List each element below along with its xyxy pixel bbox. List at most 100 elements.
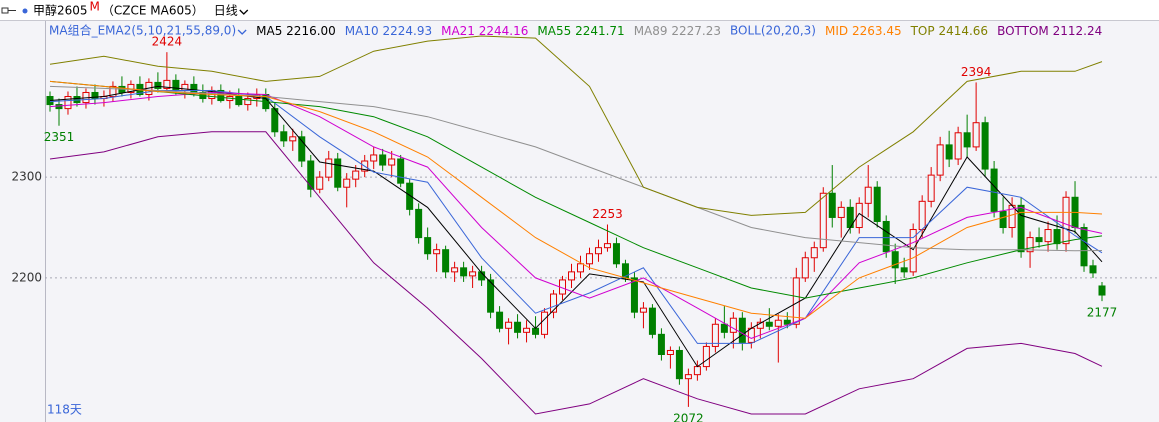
- candle-body: [1035, 237, 1043, 243]
- candle-body: [864, 186, 872, 204]
- candle-body: [1053, 229, 1061, 245]
- candle-body: [900, 267, 908, 273]
- candle-body: [1026, 237, 1034, 253]
- candle-body: [603, 243, 611, 249]
- header-name: 甲醇2605: [33, 3, 88, 18]
- candle-body: [936, 144, 944, 176]
- candle-body: [711, 323, 719, 347]
- candle-body: [990, 168, 998, 212]
- legend-entry: MA21 2244.16: [441, 24, 528, 38]
- candle-body: [289, 136, 297, 142]
- candle-body: [720, 323, 728, 333]
- candles: [46, 52, 1106, 407]
- candle-body: [1017, 204, 1025, 253]
- candle-body: [217, 89, 225, 102]
- legend-value: 2224.93: [382, 24, 432, 38]
- candle-body: [729, 317, 737, 333]
- candle-body: [882, 220, 890, 253]
- legend-name: MA21: [441, 24, 475, 38]
- candle-body: [1098, 285, 1106, 296]
- legend-entry: MA10 2224.93: [345, 24, 432, 38]
- indicator-label[interactable]: MA组合_EMA2(5,10,21,55,89,0): [49, 23, 236, 38]
- indicator-line: [49, 85, 1103, 252]
- candle-body: [774, 319, 782, 327]
- candle-body: [1044, 229, 1052, 243]
- legend-value: 2263.45: [852, 24, 902, 38]
- legend-name: TOP: [910, 24, 935, 38]
- candle-body: [612, 243, 620, 265]
- extreme-label: 2072: [673, 411, 704, 422]
- candle-body: [1089, 265, 1097, 274]
- candle-body: [702, 345, 710, 368]
- legend-name: MA89: [634, 24, 668, 38]
- candle-body: [469, 271, 477, 277]
- status-dot: [22, 8, 28, 14]
- candle-body: [873, 186, 881, 222]
- y-tick-label: 2300: [11, 170, 42, 184]
- candle-body: [927, 174, 935, 202]
- candle-body: [343, 178, 351, 188]
- dropdown-chevron[interactable]: [237, 29, 247, 35]
- legend-value: 2241.71: [575, 24, 625, 38]
- indicator-line: [49, 85, 1103, 368]
- candle-body: [541, 311, 549, 335]
- grid: 2200 2300: [11, 170, 1159, 284]
- candle-body: [496, 311, 504, 329]
- indicator-line: [49, 80, 1103, 299]
- candle-body: [738, 317, 746, 343]
- legend-name: MA55: [537, 24, 571, 38]
- header-code: （CZCE MA605）: [102, 4, 204, 18]
- candle-body: [568, 271, 576, 281]
- candle-body: [190, 83, 198, 93]
- candle-body: [505, 321, 513, 329]
- candle-body: [639, 307, 647, 313]
- menu-icon[interactable]: [1, 7, 16, 14]
- indicator-label: BOLL(20,20,3): [730, 24, 816, 38]
- candle-body: [550, 293, 558, 313]
- extreme-label: 2253: [592, 207, 623, 221]
- candle-body: [451, 267, 459, 273]
- legend-entry: MA55 2241.71: [537, 24, 624, 38]
- dropdown-chevron[interactable]: [239, 9, 249, 15]
- candle-body: [280, 131, 288, 142]
- candle-body: [163, 79, 171, 89]
- candle-body: [837, 206, 845, 218]
- candle-body: [909, 229, 917, 273]
- candle-body: [172, 79, 180, 91]
- legend-entry: BOTTOM 2112.24: [997, 24, 1102, 38]
- y-tick-label: 2200: [11, 270, 42, 284]
- legend-entry: MA89 2227.23: [634, 24, 721, 38]
- extreme-label: 2424: [152, 35, 183, 49]
- candle-body: [235, 96, 243, 106]
- legend-name: MA10: [345, 24, 379, 38]
- indicator-line: [49, 80, 1103, 319]
- candle-body: [442, 249, 450, 273]
- candle-body: [352, 170, 360, 180]
- candle-body: [109, 85, 117, 98]
- indicator-line: [49, 90, 1103, 344]
- candle-body: [891, 251, 899, 269]
- candle-body: [424, 237, 432, 255]
- candle-body: [334, 158, 342, 188]
- candle-body: [999, 210, 1007, 229]
- header-mark: M: [90, 0, 100, 14]
- extreme-label: 2177: [1087, 306, 1118, 320]
- candle-body: [64, 96, 72, 110]
- candle-body: [765, 321, 773, 327]
- candle-body: [657, 333, 665, 355]
- period-selector[interactable]: 日线: [214, 4, 238, 18]
- legend-name: BOTTOM: [997, 24, 1049, 38]
- candle-body: [514, 321, 522, 333]
- candle-body: [819, 192, 827, 249]
- candle-body: [154, 81, 162, 89]
- extreme-label: 2351: [44, 130, 75, 144]
- legend-value: 2244.16: [479, 24, 529, 38]
- candle-body: [244, 98, 252, 106]
- candle-body: [325, 158, 333, 178]
- legend-value: 2112.24: [1053, 24, 1103, 38]
- legend-entry: MID 2263.45: [825, 24, 902, 38]
- candle-body: [370, 154, 378, 162]
- candle-body: [307, 160, 315, 190]
- candle-body: [576, 263, 584, 273]
